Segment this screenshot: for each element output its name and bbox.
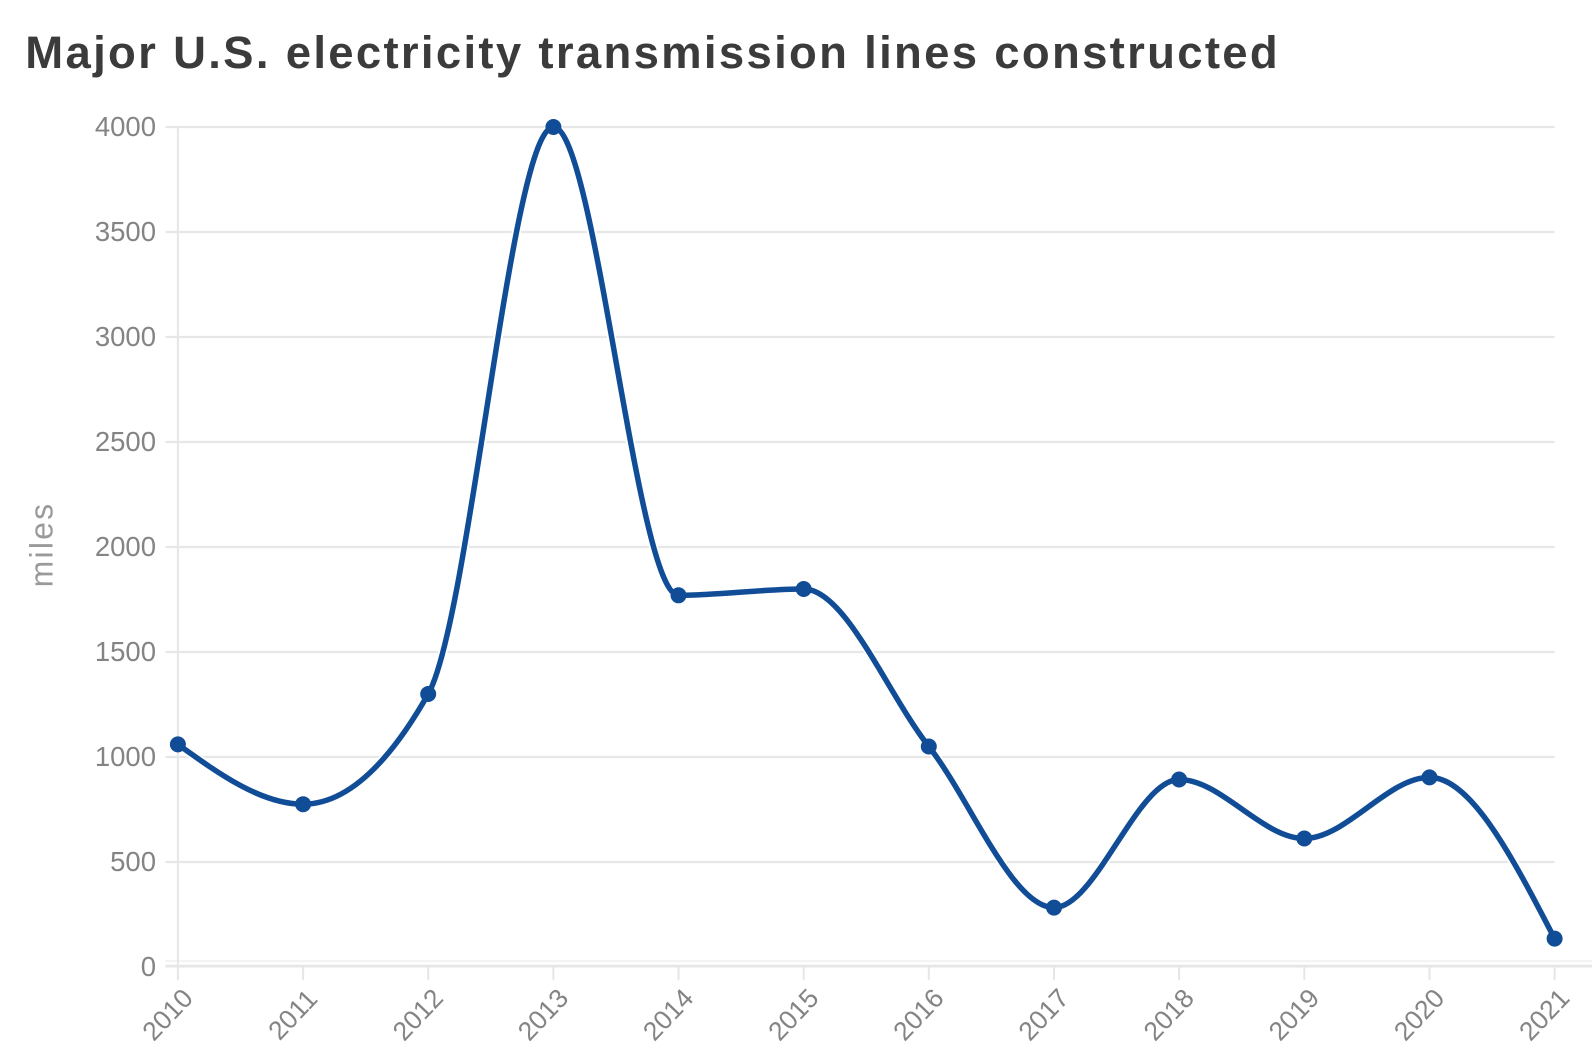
svg-text:500: 500	[110, 846, 156, 877]
svg-text:3000: 3000	[95, 321, 156, 352]
svg-text:miles: miles	[24, 502, 60, 588]
svg-text:1500: 1500	[95, 636, 156, 667]
svg-text:2000: 2000	[95, 531, 156, 562]
svg-text:2500: 2500	[95, 426, 156, 457]
svg-text:0: 0	[141, 951, 156, 982]
svg-text:4000: 4000	[95, 111, 156, 142]
svg-text:1000: 1000	[95, 741, 156, 772]
svg-text:3500: 3500	[95, 216, 156, 247]
svg-text:Major U.S. electricity transmi: Major U.S. electricity transmission line…	[25, 27, 1280, 78]
